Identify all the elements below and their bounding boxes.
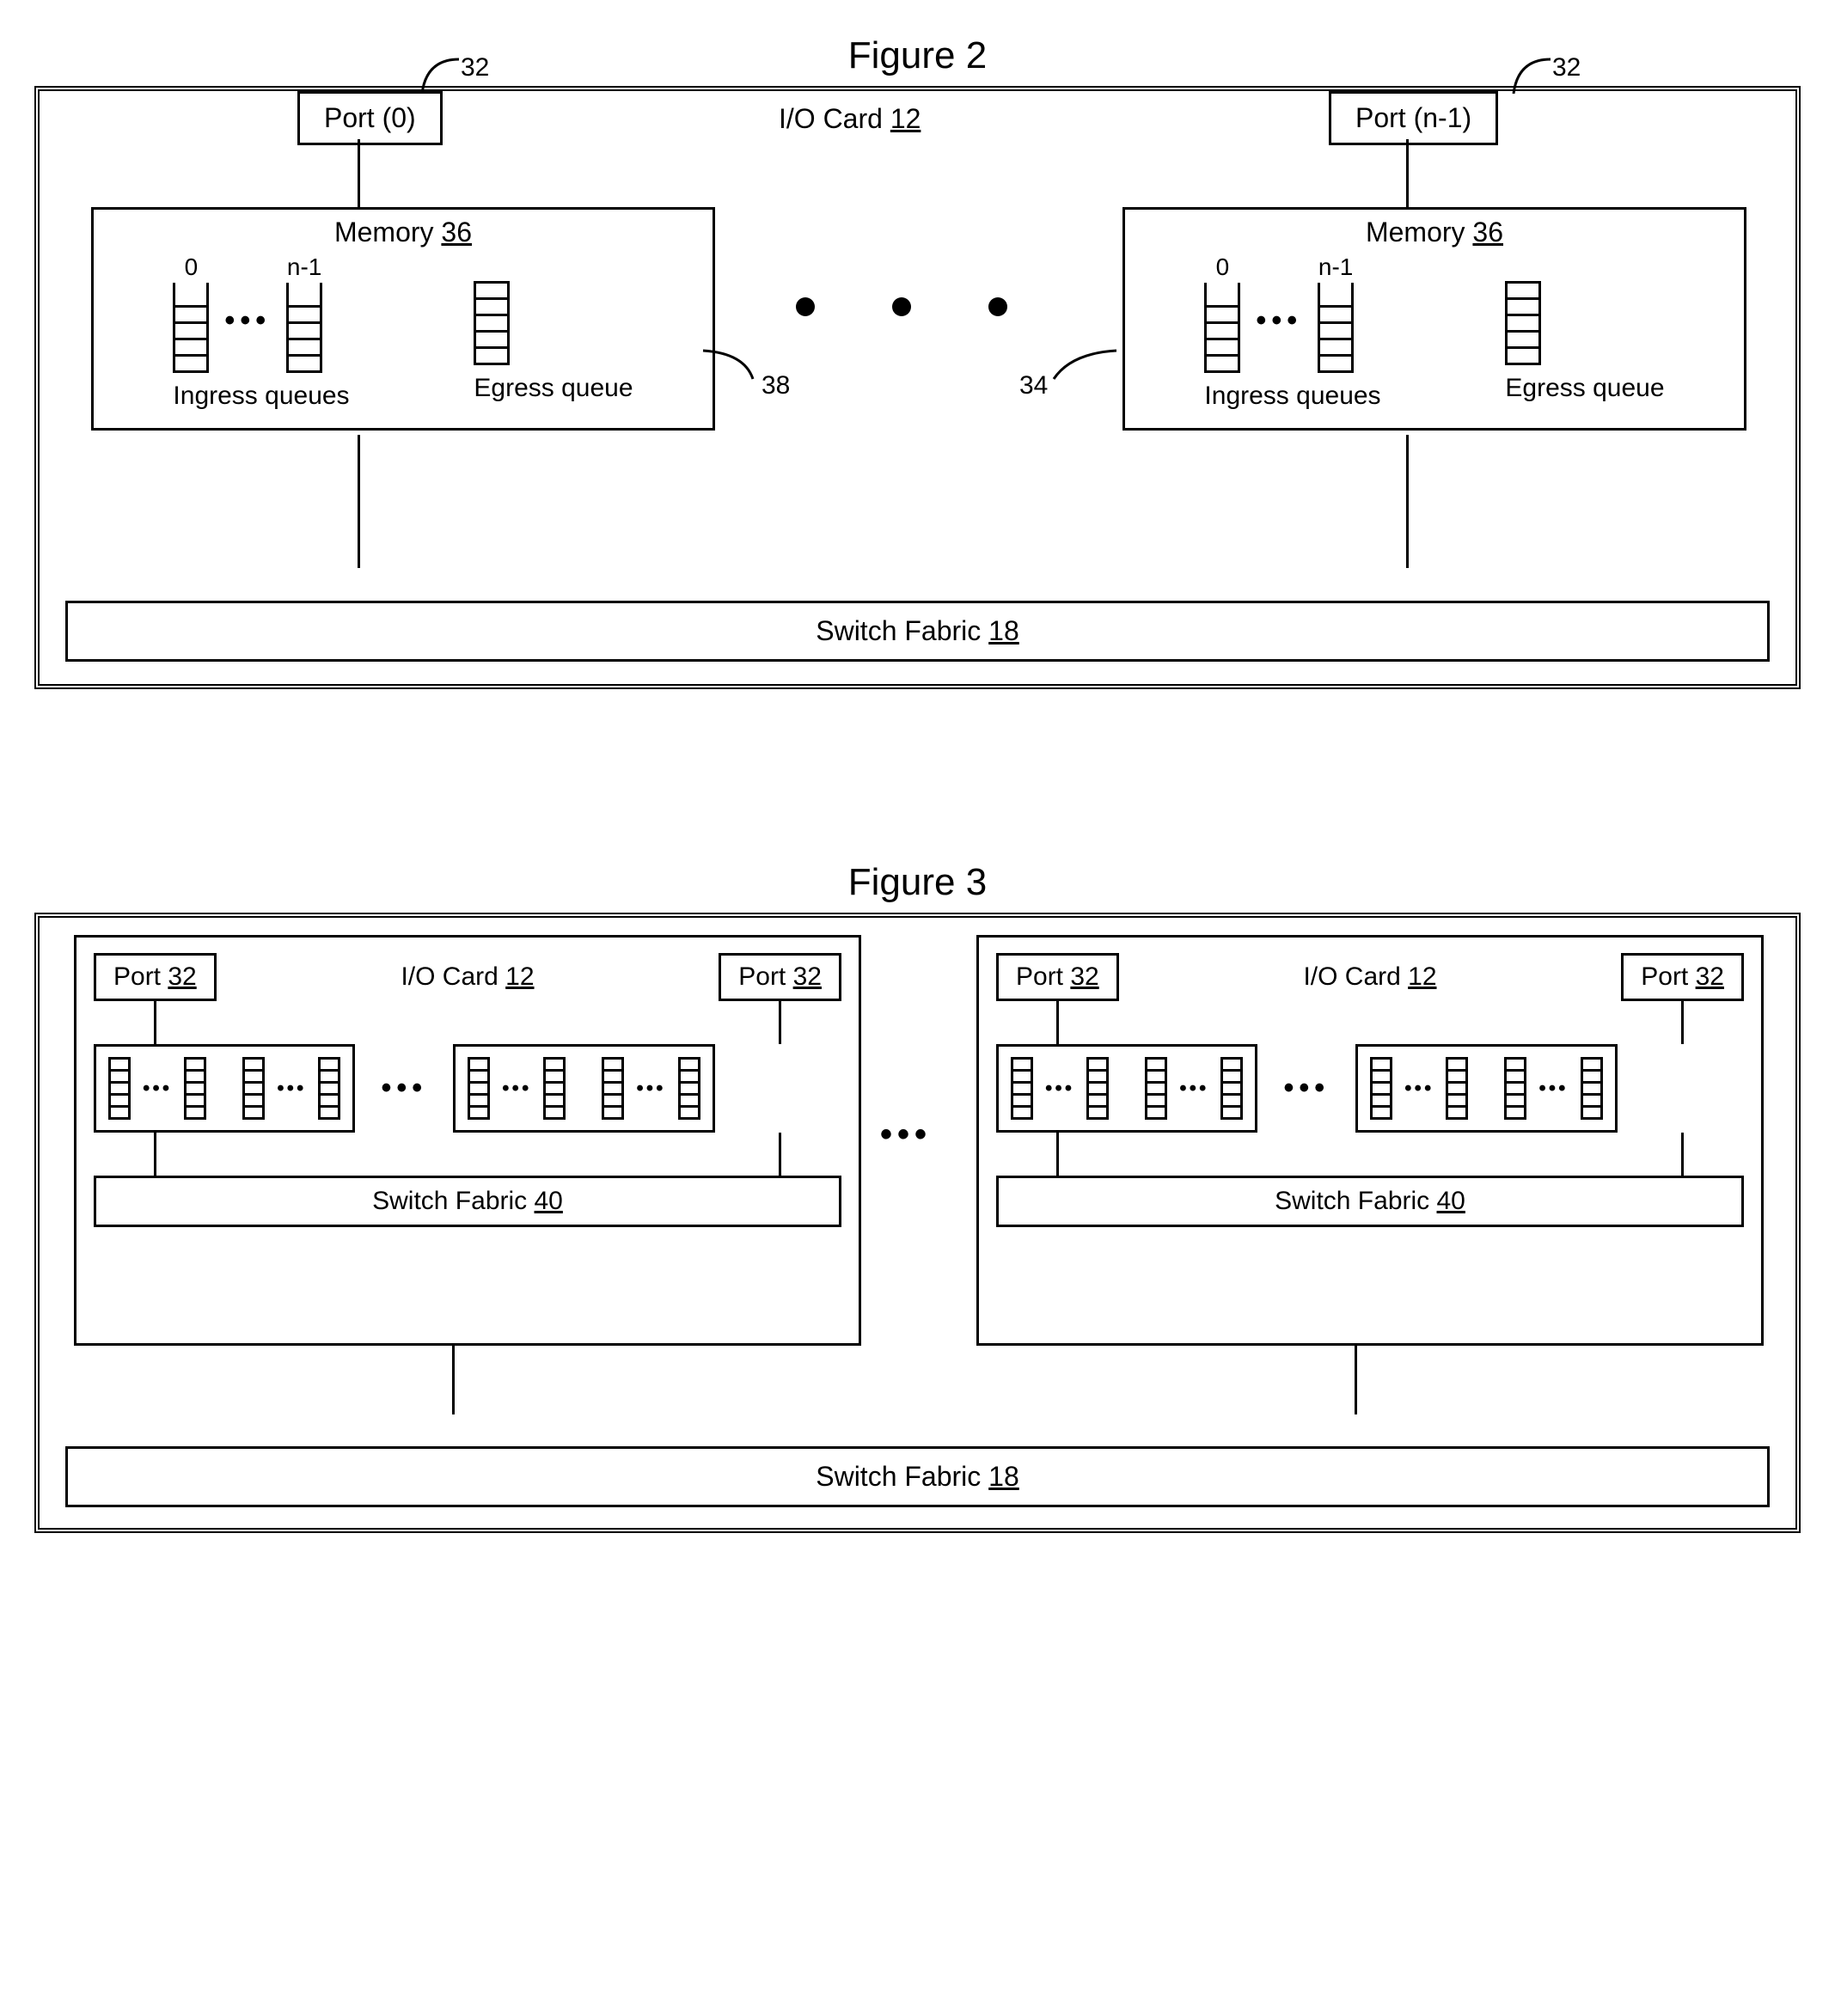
mini-memory: ••• ••• (1355, 1044, 1617, 1133)
callout-32-left: 32 (461, 53, 489, 82)
egress-group-left: Egress queue (474, 254, 633, 403)
local-fabric-40: Switch Fabric 40 (94, 1176, 841, 1227)
queue (1318, 283, 1354, 373)
port-label: Port (113, 962, 168, 991)
conn-portn-mem (1406, 139, 1409, 210)
egress-label: Egress queue (1505, 374, 1664, 403)
port-box: Port 32 (719, 953, 841, 1001)
idx-0: 0 (173, 254, 209, 281)
callout-38: 38 (762, 371, 790, 400)
conn-card-fabric (452, 1346, 455, 1414)
port-label: Port (1016, 962, 1070, 991)
memory-ref: 36 (1472, 217, 1503, 247)
ingress-group-right: 0 ••• n-1 Ingres (1204, 254, 1380, 411)
callout-32-right: 32 (1552, 53, 1581, 82)
conn-mem0-fabric (358, 435, 360, 568)
iocard-left: Port 32 I/O Card 12 Port 32 ••• ••• (74, 935, 861, 1346)
dots-icon: ••• (277, 1077, 306, 1101)
port-label: Port (1641, 962, 1695, 991)
dots-icon: ••• (1045, 1077, 1074, 1101)
dots-icon: ••• (880, 1115, 932, 1154)
io-card-label: I/O Card 12 (779, 103, 921, 135)
fabric-ref: 18 (988, 615, 1019, 646)
fabric-ref: 18 (988, 1461, 1019, 1492)
figure3-title: Figure 3 (34, 861, 1801, 904)
fabric-label: Switch Fabric (816, 615, 988, 646)
figure2-title: Figure 2 (34, 34, 1801, 77)
io-card-text: I/O Card (401, 962, 505, 991)
dots-icon: ••• (224, 304, 271, 338)
mini-memory: ••• ••• (453, 1044, 714, 1133)
port-label: Port (738, 962, 792, 991)
port-n1-box: Port (n-1) (1329, 91, 1498, 145)
idx-0: 0 (1204, 254, 1240, 281)
dots-icon: ••• (1538, 1077, 1568, 1101)
io-card-label: I/O Card 12 (1303, 962, 1436, 992)
local-fabric-40: Switch Fabric 40 (996, 1176, 1744, 1227)
io-card-ref: 12 (890, 103, 921, 134)
io-card-text: I/O Card (779, 103, 890, 134)
conn-card-fabric (1355, 1346, 1357, 1414)
queue (286, 283, 322, 373)
queue (474, 281, 510, 365)
dots-icon: ••• (1404, 1077, 1434, 1101)
mini-memory: ••• ••• (996, 1044, 1257, 1133)
port-box: Port 32 (996, 953, 1119, 1001)
conn-memn-fabric (1406, 435, 1409, 568)
dots-icon: ••• (143, 1077, 172, 1101)
memory-right: Memory 36 0 ••• n-1 (1122, 207, 1746, 431)
dots-icon: ••• (381, 1072, 427, 1105)
port-ref: 32 (1696, 962, 1724, 991)
dots-icon: ••• (1179, 1077, 1208, 1101)
memory-left-title: Memory 36 (111, 217, 695, 248)
port-ref: 32 (1070, 962, 1098, 991)
dots-icon: ••• (1283, 1072, 1330, 1105)
conn-port0-mem (358, 139, 360, 210)
figure2-container: 32 32 Port (0) I/O Card 12 Port (n-1) Me… (34, 86, 1801, 689)
memory-label: Memory (334, 217, 441, 247)
fabric-label: Switch Fabric (372, 1187, 534, 1215)
memory-right-title: Memory 36 (1142, 217, 1727, 248)
fabric-label: Switch Fabric (816, 1461, 988, 1492)
fabric-label: Switch Fabric (1275, 1187, 1436, 1215)
port-ref: 32 (168, 962, 196, 991)
dots-large-icon (796, 297, 1007, 316)
queue (1204, 283, 1240, 373)
switch-fabric-18-bottom: Switch Fabric 18 (65, 1446, 1770, 1507)
switch-fabric-18: Switch Fabric 18 (65, 601, 1770, 662)
queue (173, 283, 209, 373)
io-card-label: I/O Card 12 (401, 962, 534, 992)
ingress-group-left: 0 ••• n-1 Ingres (173, 254, 349, 411)
memory-left: Memory 36 0 ••• n-1 (91, 207, 715, 431)
fabric-ref: 40 (535, 1187, 563, 1215)
fabric-ref: 40 (1437, 1187, 1465, 1215)
port-box: Port 32 (1621, 953, 1744, 1001)
iocard-right: Port 32 I/O Card 12 Port 32 ••• ••• (976, 935, 1764, 1346)
dots-icon: ••• (1256, 304, 1302, 338)
memory-ref: 36 (441, 217, 472, 247)
egress-label: Egress queue (474, 374, 633, 403)
port-box: Port 32 (94, 953, 217, 1001)
port-0-box: Port (0) (297, 91, 443, 145)
memory-label: Memory (1366, 217, 1472, 247)
io-card-text: I/O Card (1303, 962, 1408, 991)
callout-34: 34 (1019, 371, 1048, 400)
figure3-container: Port 32 I/O Card 12 Port 32 ••• ••• (34, 913, 1801, 1533)
io-card-ref: 12 (505, 962, 534, 991)
queue (1505, 281, 1541, 365)
dots-icon: ••• (502, 1077, 531, 1101)
dots-icon: ••• (636, 1077, 665, 1101)
ingress-label: Ingress queues (173, 382, 349, 411)
idx-n1: n-1 (286, 254, 322, 281)
idx-n1: n-1 (1318, 254, 1354, 281)
ingress-label: Ingress queues (1204, 382, 1380, 411)
egress-group-right: Egress queue (1505, 254, 1664, 403)
port-ref: 32 (793, 962, 822, 991)
mini-memory: ••• ••• (94, 1044, 355, 1133)
io-card-ref: 12 (1408, 962, 1436, 991)
